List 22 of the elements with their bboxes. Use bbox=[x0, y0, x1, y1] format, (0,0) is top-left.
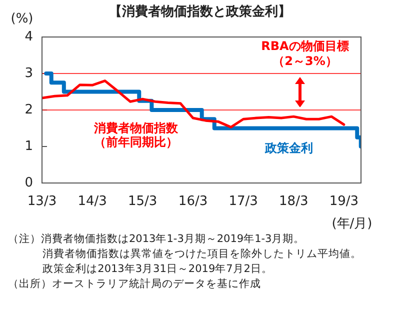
text: （出所）オーストラリア統計局のデータを基に作成 bbox=[8, 277, 262, 292]
x-tick-label: 17/3 bbox=[228, 194, 258, 210]
x-tick-label: 19/3 bbox=[329, 194, 359, 210]
y-tick-label: 1 bbox=[24, 138, 33, 154]
y-tick-label: 0 bbox=[24, 175, 33, 190]
text: （注）消費者物価指数は2013年1-3月期～2019年1-3月期。 bbox=[8, 232, 306, 247]
series-label: 政策金利 bbox=[264, 141, 313, 156]
y-tick-label: 3 bbox=[24, 66, 33, 81]
x-tick-label: 18/3 bbox=[279, 194, 308, 210]
text: 政策金利は2013年3月31日～2019年7月2日。 bbox=[42, 262, 274, 277]
chart-title: 【消費者物価指数と政策金利】 bbox=[109, 3, 291, 20]
series-label: 消費者物価指数（前年同期比） bbox=[93, 121, 179, 150]
text: 消費者物価指数は異常値をつけた項目を除外したトリム平均値。 bbox=[42, 247, 362, 262]
y-axis-title: (%) bbox=[10, 11, 34, 26]
y-tick-label: 4 bbox=[24, 29, 33, 44]
x-tick-label: 15/3 bbox=[128, 194, 158, 210]
y-tick-label: 2 bbox=[24, 102, 33, 118]
x-axis-title: (年/月) bbox=[332, 216, 372, 232]
annotation: RBAの物価目標（2～3%） bbox=[261, 39, 349, 68]
x-tick-label: 16/3 bbox=[178, 194, 208, 210]
x-tick-label: 13/3 bbox=[27, 194, 57, 210]
x-tick-label: 14/3 bbox=[78, 194, 107, 210]
